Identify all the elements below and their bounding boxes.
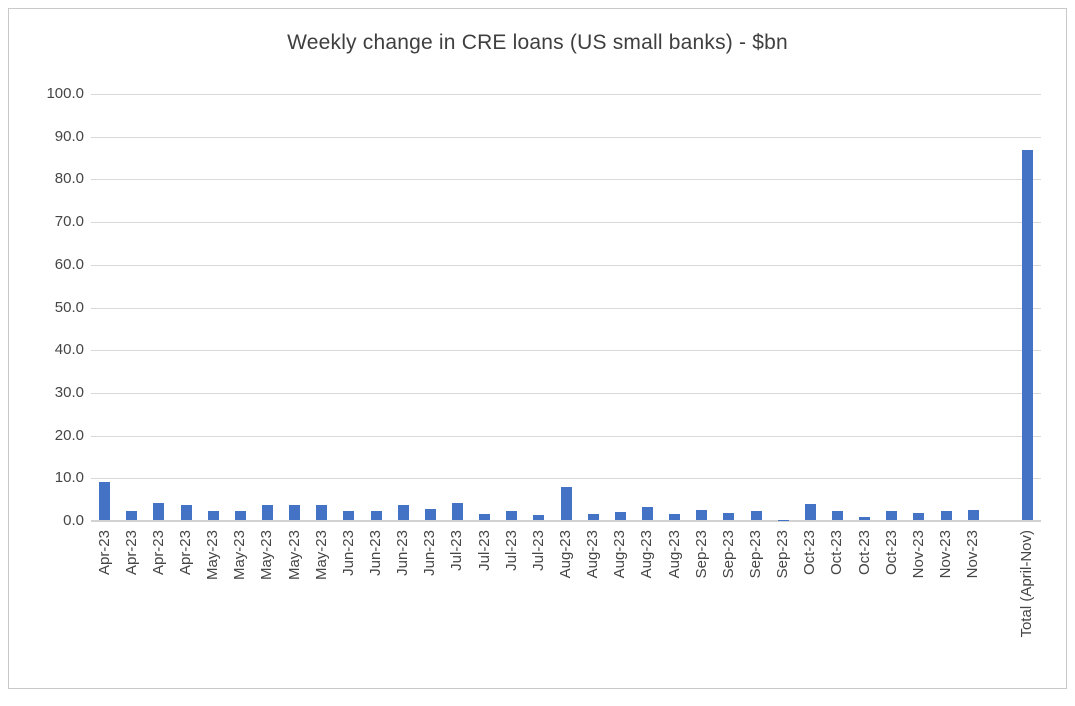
bar xyxy=(940,511,952,520)
x-axis-label: Jul-23 xyxy=(475,530,493,571)
x-axis-label: Aug-23 xyxy=(557,530,574,579)
bar xyxy=(343,510,355,520)
bar xyxy=(560,486,572,520)
chart-title: Weekly change in CRE loans (US small ban… xyxy=(287,31,788,54)
bar xyxy=(506,510,518,520)
x-axis-label: Jun-23 xyxy=(421,530,439,576)
x-axis-label: Apr-23 xyxy=(95,530,113,576)
bar xyxy=(1021,149,1033,520)
bar xyxy=(831,511,843,520)
bar xyxy=(533,514,545,520)
bar xyxy=(479,514,491,520)
bar xyxy=(207,511,219,520)
y-axis-label: 90.0 xyxy=(54,127,84,145)
bar xyxy=(99,481,111,520)
x-axis-label: Aug-23 xyxy=(665,530,683,579)
bar xyxy=(859,517,871,520)
x-axis-label: Oct-23 xyxy=(801,530,819,576)
bar xyxy=(669,513,681,520)
bar xyxy=(913,513,925,520)
bar xyxy=(696,509,708,520)
x-axis-label: Oct-23 xyxy=(855,530,873,576)
bar xyxy=(316,505,328,520)
x-axis-label: May-23 xyxy=(285,530,303,581)
x-axis-label: Jun-23 xyxy=(339,530,357,576)
gridline-y-80 xyxy=(91,179,1041,181)
gridline-y-50 xyxy=(91,307,1041,309)
x-axis-label: May-23 xyxy=(204,530,222,581)
gridline-y-60 xyxy=(91,264,1041,266)
bar xyxy=(967,510,979,520)
x-axis-label: Sep-23 xyxy=(747,530,764,579)
y-axis-label: 10.0 xyxy=(54,469,84,487)
x-axis-label: Sep-23 xyxy=(692,530,710,579)
bar xyxy=(180,504,192,520)
bar xyxy=(750,511,762,520)
x-axis-label: Oct-23 xyxy=(828,530,846,576)
gridline-y-10 xyxy=(91,478,1041,480)
x-axis-label: Apr-23 xyxy=(149,530,167,576)
bar xyxy=(261,505,273,520)
x-axis-label: Nov-23 xyxy=(937,530,954,579)
y-axis-label: 100.0 xyxy=(46,85,84,102)
y-axis-label: 0.0 xyxy=(63,512,84,529)
x-axis-label: Sep-23 xyxy=(719,530,737,579)
gridline-y-30 xyxy=(91,392,1041,394)
x-axis-label: Total (April-Nov) xyxy=(1018,530,1036,638)
y-axis-label: 40.0 xyxy=(54,341,84,359)
gridline-y-20 xyxy=(91,435,1041,437)
bar xyxy=(289,505,301,520)
chart-container: Weekly change in CRE loans (US small ban… xyxy=(8,8,1067,689)
x-axis-label: May-23 xyxy=(258,530,276,581)
bar xyxy=(397,505,409,520)
gridline-y-40 xyxy=(91,350,1041,352)
y-axis-label: 60.0 xyxy=(54,255,84,273)
x-axis-label: Jun-23 xyxy=(367,530,384,576)
bar xyxy=(451,503,463,520)
gridline-y-70 xyxy=(91,222,1041,224)
x-axis-label: Jul-23 xyxy=(502,530,520,571)
gridline-y-90 xyxy=(91,136,1041,138)
x-axis-label: Sep-23 xyxy=(774,530,792,579)
y-axis-label: 50.0 xyxy=(54,298,84,316)
x-axis-label: Nov-23 xyxy=(909,530,927,579)
bar xyxy=(370,511,382,520)
y-axis-label: 80.0 xyxy=(54,170,84,188)
x-axis-label: Oct-23 xyxy=(882,530,900,576)
gridline-y-100 xyxy=(91,94,1041,95)
bar xyxy=(886,511,898,520)
x-axis-label: Apr-23 xyxy=(122,530,140,576)
x-axis-label: Aug-23 xyxy=(638,530,656,579)
x-axis-label: Aug-23 xyxy=(611,530,629,579)
y-axis-label: 20.0 xyxy=(54,426,84,444)
x-axis-label: Nov-23 xyxy=(964,530,982,579)
bar xyxy=(153,503,165,520)
x-axis-label: May-23 xyxy=(231,530,249,581)
x-axis-label: Jul-23 xyxy=(529,530,547,571)
bar xyxy=(126,511,138,520)
plot-area xyxy=(91,94,1041,522)
x-axis-label: May-23 xyxy=(312,530,330,581)
bar xyxy=(804,504,816,520)
y-axis-label: 70.0 xyxy=(54,213,84,231)
bar xyxy=(723,512,735,520)
y-axis-label: 30.0 xyxy=(54,383,84,401)
x-axis-label: Apr-23 xyxy=(177,530,194,576)
x-axis-label: Jun-23 xyxy=(394,530,412,576)
bar xyxy=(641,507,653,520)
bar xyxy=(587,514,599,520)
x-axis-label: Aug-23 xyxy=(584,530,602,579)
bar xyxy=(614,511,626,520)
x-axis-label: Jul-23 xyxy=(448,530,466,571)
bar xyxy=(424,508,436,520)
bar xyxy=(234,511,246,520)
x-axis-line xyxy=(91,520,1041,522)
